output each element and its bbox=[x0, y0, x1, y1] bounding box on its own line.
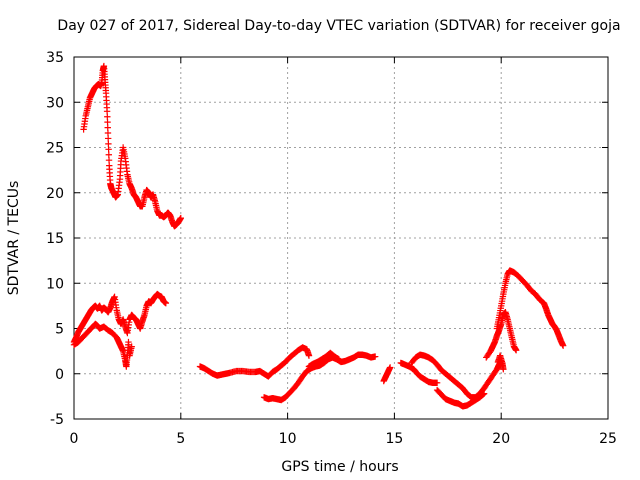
series-mid-upper bbox=[305, 349, 343, 370]
data-point bbox=[104, 118, 111, 126]
x-tick-label: 15 bbox=[385, 431, 403, 447]
y-tick-label: 25 bbox=[46, 141, 64, 157]
y-axis-label: SDTVAR / TECUs bbox=[6, 181, 22, 296]
x-tick-label: 5 bbox=[176, 431, 185, 447]
data-point bbox=[512, 347, 520, 354]
data-point bbox=[335, 356, 343, 363]
y-tick-label: 35 bbox=[46, 50, 64, 66]
data-point bbox=[177, 214, 184, 222]
x-tick-labels: 0 5 10 15 20 25 bbox=[70, 431, 617, 447]
data-point bbox=[305, 352, 313, 359]
x-tick-label: 20 bbox=[492, 431, 510, 447]
data-point bbox=[500, 366, 507, 373]
series-early-middle bbox=[70, 290, 170, 346]
data-point bbox=[559, 342, 567, 349]
data-point bbox=[162, 299, 170, 307]
series-late-arc bbox=[380, 359, 441, 386]
data-point bbox=[386, 364, 394, 371]
data-point bbox=[480, 391, 487, 398]
series-late-rise bbox=[483, 309, 520, 373]
y-tick-label: 20 bbox=[46, 186, 64, 202]
y-tick-label: 0 bbox=[55, 367, 64, 383]
y-tick-label: -5 bbox=[50, 412, 64, 428]
data-point bbox=[371, 353, 379, 360]
data-point bbox=[103, 108, 111, 115]
data-point bbox=[105, 146, 112, 153]
y-tick-label: 30 bbox=[46, 95, 64, 111]
data-point bbox=[105, 140, 112, 148]
data-point bbox=[104, 135, 112, 142]
data-point bbox=[105, 151, 113, 158]
x-tick-label: 25 bbox=[599, 431, 617, 447]
y-tick-labels: -5 0 5 10 15 20 25 30 35 bbox=[46, 50, 64, 428]
data-point bbox=[104, 124, 111, 131]
x-tick-label: 10 bbox=[279, 431, 297, 447]
data-point bbox=[104, 113, 111, 120]
chart-title: Day 027 of 2017, Sidereal Day-to-day VTE… bbox=[57, 18, 620, 34]
plot-frame bbox=[73, 56, 609, 420]
series-middle-zero bbox=[196, 344, 313, 380]
series-late-negative bbox=[433, 386, 488, 410]
y-tick-label: 10 bbox=[46, 276, 64, 292]
x-axis-label: GPS time / hours bbox=[281, 459, 398, 475]
data-points bbox=[70, 62, 567, 410]
series-upper-early bbox=[80, 62, 184, 230]
data-point bbox=[433, 379, 441, 386]
series-late-peak bbox=[493, 267, 567, 349]
series-early-lower bbox=[70, 320, 135, 370]
x-tick-label: 0 bbox=[70, 431, 79, 447]
y-tick-label: 15 bbox=[46, 231, 64, 247]
data-point bbox=[104, 129, 112, 137]
data-point bbox=[128, 343, 135, 350]
data-point bbox=[480, 390, 488, 397]
y-tick-label: 5 bbox=[55, 322, 64, 338]
data-point bbox=[105, 156, 113, 164]
